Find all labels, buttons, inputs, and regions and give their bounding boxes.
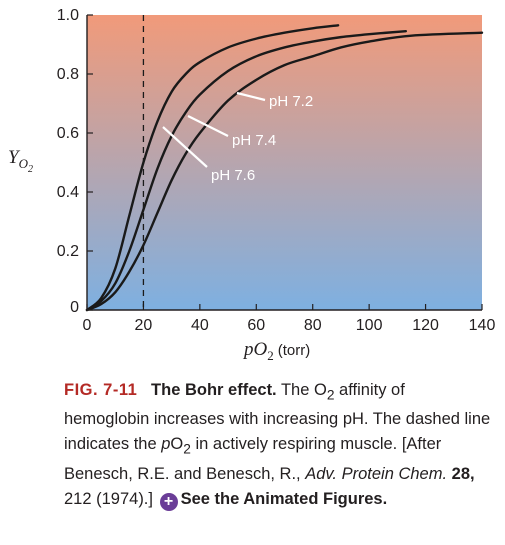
y-axis-label-base: Y	[8, 147, 21, 168]
caption-text-1a: The O	[280, 381, 327, 399]
caption-text-2o: O	[170, 435, 184, 454]
y-tick-label: 0.8	[57, 66, 79, 83]
figure-caption: FIG. 7-11 The Bohr effect. The O2 affini…	[64, 378, 494, 512]
y-axis-label-subsub: 2	[28, 164, 33, 175]
curve-ph-7-4	[85, 30, 408, 312]
x-tick-label: 20	[135, 317, 153, 334]
y-tick-label: 1.0	[57, 7, 79, 24]
curves	[85, 24, 484, 312]
plot-area	[87, 15, 482, 310]
x-tick-label: 40	[191, 317, 209, 334]
y-tick-label: 0	[70, 299, 79, 316]
x-axis-label: pO2 (torr)	[242, 339, 310, 363]
y-axis-label-sub: O	[19, 156, 29, 171]
curve-label-ph72: pH 7.2	[269, 93, 313, 110]
x-axis-label-unit: (torr)	[278, 342, 311, 359]
y-tick-label: 0.6	[57, 125, 79, 142]
leader-ph76	[162, 126, 208, 168]
caption-text-1-sub: 2	[326, 387, 335, 403]
leader-ph72	[236, 91, 266, 102]
x-tick-label: 140	[469, 317, 496, 334]
curve-ph-7-6	[85, 24, 340, 312]
y-axis-label: YO2	[8, 147, 33, 175]
figure-number: FIG. 7-11	[64, 381, 138, 399]
y-tick-label: 0.4	[57, 184, 79, 201]
caption-text-1b: affinity of hemoglobin increases with in…	[64, 381, 491, 454]
caption-text-2-sub: 2	[183, 441, 191, 457]
x-axis-label-base: pO	[242, 339, 268, 360]
caption-text-2p: p	[161, 435, 171, 454]
caption-text-2b: in actively respiring muscle. [After Ben…	[64, 435, 442, 483]
caption-journal: Adv. Protein Chem.	[305, 464, 448, 483]
animated-figures-link[interactable]: See the Animated Figures.	[180, 489, 388, 508]
x-tick-label: 100	[356, 317, 383, 334]
curve-label-ph74: pH 7.4	[232, 132, 276, 149]
label-leaders	[162, 91, 266, 168]
x-tick-label: 60	[247, 317, 265, 334]
caption-volume: 28,	[451, 464, 475, 483]
curve-ph-7-2	[85, 31, 484, 312]
x-tick-label: 120	[412, 317, 439, 334]
curve-label-ph76: pH 7.6	[211, 167, 255, 184]
x-tick-label: 80	[304, 317, 322, 334]
x-axis-label-sub: 2	[267, 348, 274, 363]
x-tick-label: 0	[83, 317, 92, 334]
axis-ticks: 0 20 40 60 80 100 120 140 0 0.2 0.4 0.6 0.8 1.0	[57, 7, 496, 334]
leader-ph74	[187, 115, 229, 137]
caption-pages: 212 (1974).]	[64, 489, 153, 508]
plus-circle-icon[interactable]: +	[159, 492, 178, 511]
caption-title: The Bohr effect.	[151, 381, 277, 399]
y-tick-label: 0.2	[57, 243, 79, 260]
